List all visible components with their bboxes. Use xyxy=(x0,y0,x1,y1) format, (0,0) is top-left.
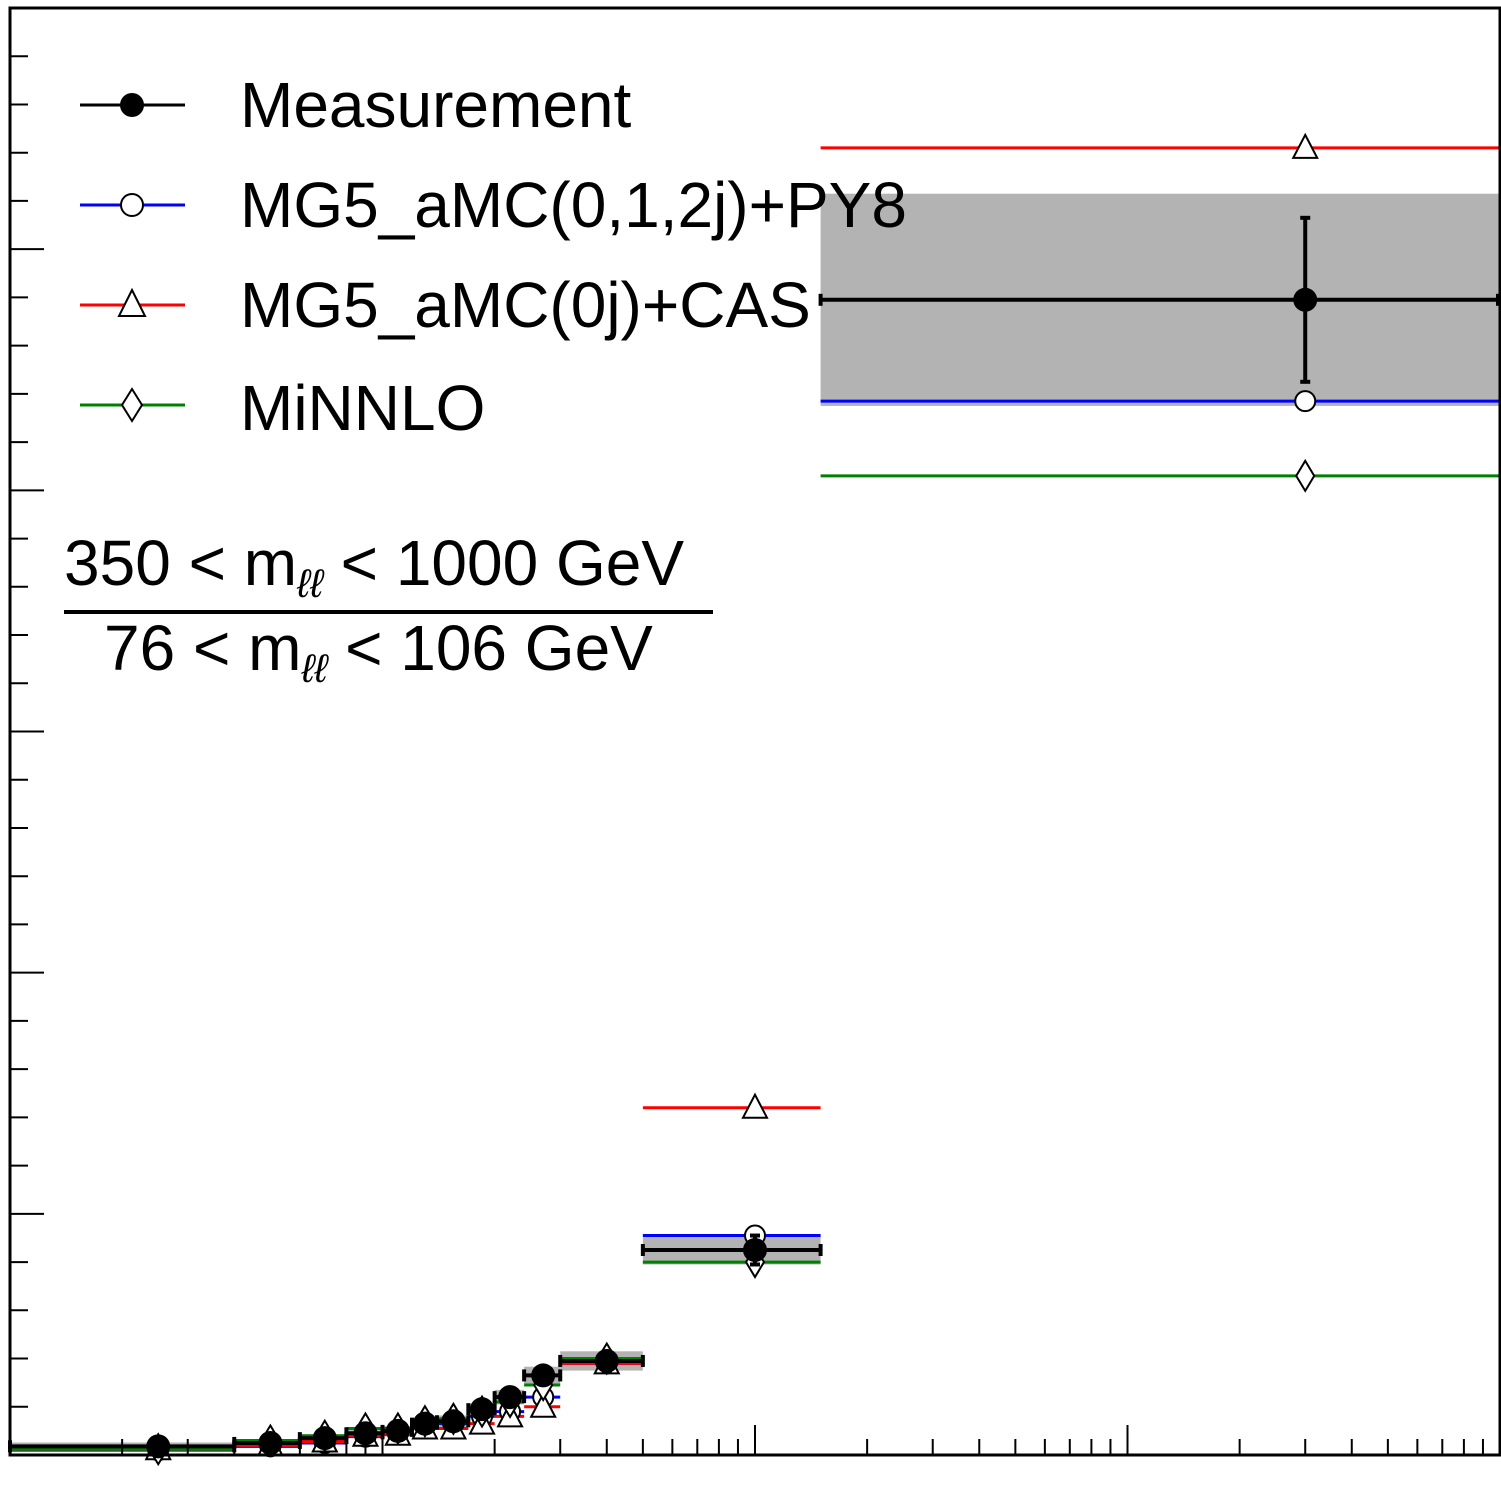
legend-item-mg5-012j: MG5_aMC(0,1,2j)+PY8 xyxy=(80,169,907,241)
measurement-point xyxy=(498,1385,523,1410)
prediction-marker xyxy=(1295,458,1316,493)
ratio-denominator: 76 < mℓℓ < 106 GeV xyxy=(104,612,653,691)
measurement-point xyxy=(1293,287,1318,312)
legend-label-measurement: Measurement xyxy=(240,69,632,141)
legend-item-measurement: Measurement xyxy=(80,69,632,141)
axes xyxy=(10,55,1484,1455)
legend-item-minnlo: MiNNLO xyxy=(80,372,485,444)
ratio-numerator: 350 < mℓℓ < 1000 GeV xyxy=(64,527,684,606)
measurement-point xyxy=(470,1397,495,1422)
prediction-marker xyxy=(1294,390,1317,413)
prediction-lines xyxy=(10,146,1500,1452)
prediction-marker xyxy=(1291,132,1319,159)
legend-label-mg5-0j-cas: MG5_aMC(0j)+CAS xyxy=(240,269,811,341)
measurement-point xyxy=(441,1409,466,1434)
measurement-point xyxy=(743,1238,767,1263)
ratio-label: 350 < mℓℓ < 1000 GeV 76 < mℓℓ < 106 GeV xyxy=(64,527,713,691)
legend-label-mg5-012j: MG5_aMC(0,1,2j)+PY8 xyxy=(240,169,907,241)
measurement-point xyxy=(353,1421,378,1446)
measurement-point xyxy=(531,1363,556,1388)
prediction-marker xyxy=(741,1092,769,1119)
measurement-point xyxy=(594,1348,619,1373)
measurement-point xyxy=(385,1418,410,1443)
legend-item-mg5-0j-cas: MG5_aMC(0j)+CAS xyxy=(80,269,811,341)
legend-label-minnlo: MiNNLO xyxy=(240,372,485,444)
measurement-point xyxy=(412,1411,437,1436)
measurement-point xyxy=(146,1434,171,1459)
prediction-marker xyxy=(529,1391,557,1418)
plot-frame xyxy=(8,6,1501,1457)
legend: Measurement MG5_aMC(0,1,2j)+PY8 MG5_aMC(… xyxy=(80,69,907,444)
measurement-point xyxy=(312,1426,337,1451)
